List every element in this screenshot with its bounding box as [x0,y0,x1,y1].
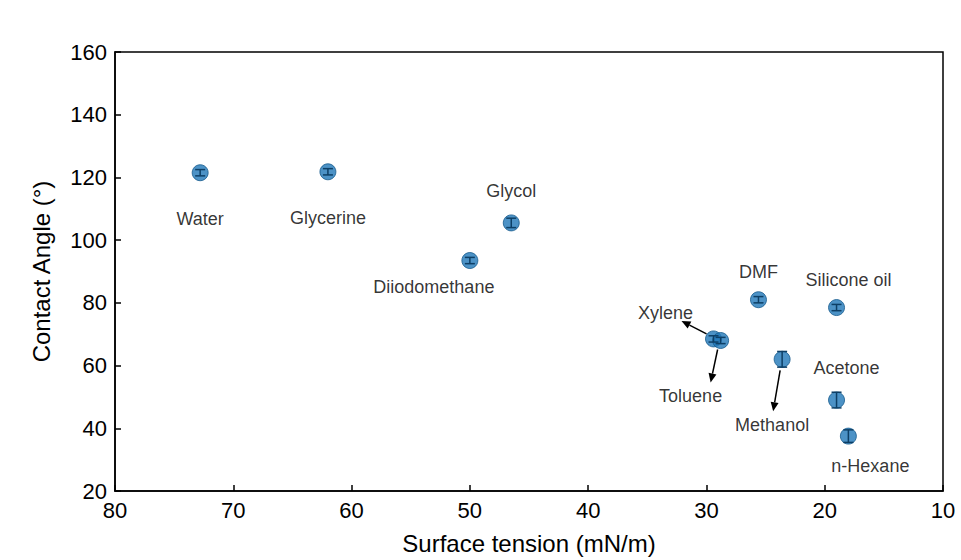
svg-text:20: 20 [812,498,836,523]
svg-text:Diiodomethane: Diiodomethane [373,277,494,297]
svg-text:Toluene: Toluene [659,386,722,406]
svg-text:Silicone oil: Silicone oil [806,270,892,290]
svg-text:30: 30 [694,498,718,523]
svg-text:160: 160 [70,40,107,65]
svg-text:Contact Angle (°): Contact Angle (°) [28,181,55,363]
svg-text:Water: Water [176,209,223,229]
svg-text:Glycol: Glycol [486,181,536,201]
svg-text:20: 20 [82,478,107,504]
svg-text:Methanol: Methanol [735,415,809,435]
svg-text:60: 60 [83,353,107,378]
svg-text:120: 120 [70,165,107,190]
svg-text:10: 10 [931,498,955,523]
svg-text:80: 80 [103,498,127,523]
svg-text:60: 60 [339,498,363,523]
svg-text:70: 70 [221,498,245,523]
svg-text:80: 80 [83,290,107,315]
svg-text:100: 100 [70,228,107,253]
svg-text:Glycerine: Glycerine [290,208,366,228]
svg-text:50: 50 [458,498,482,523]
svg-text:n-Hexane: n-Hexane [831,456,909,476]
svg-text:DMF: DMF [739,262,778,282]
svg-text:40: 40 [83,416,107,441]
svg-text:140: 140 [70,102,107,127]
svg-text:Xylene: Xylene [638,303,693,323]
svg-text:Acetone: Acetone [814,358,880,378]
svg-text:Surface tension (mN/m): Surface tension (mN/m) [402,530,655,557]
svg-text:40: 40 [576,498,600,523]
